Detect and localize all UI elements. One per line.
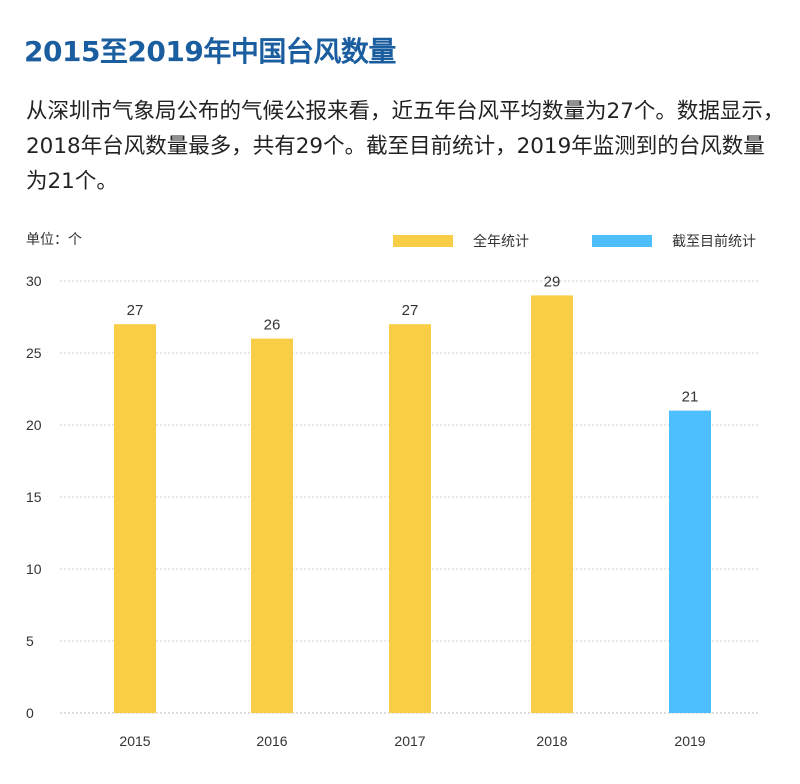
data-label: 26 [264, 317, 281, 334]
description-paragraph: 从深圳市气象局公布的气候公报来看，近五年台风平均数量为27个。数据显示，2018… [26, 99, 785, 194]
data-label: 29 [544, 273, 561, 290]
y-tick-label: 30 [26, 273, 42, 289]
y-tick-label: 20 [26, 417, 42, 433]
bar-2015 [114, 324, 156, 713]
legend: 全年统计 截至目前统计 [393, 233, 756, 249]
y-tick-label: 15 [26, 489, 42, 505]
bars: 2015 27 2016 26 2017 27 2018 29 2019 21 [114, 273, 711, 749]
y-tick-label: 25 [26, 345, 42, 361]
bar-2016 [251, 338, 293, 713]
data-label: 27 [127, 302, 144, 319]
legend-label: 全年统计 [473, 233, 529, 249]
unit-label: 单位：个 [26, 231, 82, 247]
y-tick-label: 10 [26, 561, 42, 577]
legend-swatch [393, 235, 453, 247]
data-label: 21 [682, 389, 699, 406]
bar-2019 [669, 410, 711, 713]
bar-2018 [531, 295, 573, 713]
y-tick-label: 5 [26, 633, 34, 649]
x-tick-label: 2015 [119, 733, 150, 749]
x-tick-label: 2016 [256, 733, 287, 749]
x-tick-label: 2018 [536, 733, 567, 749]
x-tick-label: 2017 [394, 733, 425, 749]
page-title: 2015至2019年中国台风数量 [24, 35, 396, 68]
legend-swatch [592, 235, 652, 247]
y-tick-label: 0 [26, 705, 34, 721]
legend-label: 截至目前统计 [672, 233, 756, 249]
x-tick-label: 2019 [674, 733, 705, 749]
bar-2017 [389, 324, 431, 713]
data-label: 27 [402, 302, 419, 319]
